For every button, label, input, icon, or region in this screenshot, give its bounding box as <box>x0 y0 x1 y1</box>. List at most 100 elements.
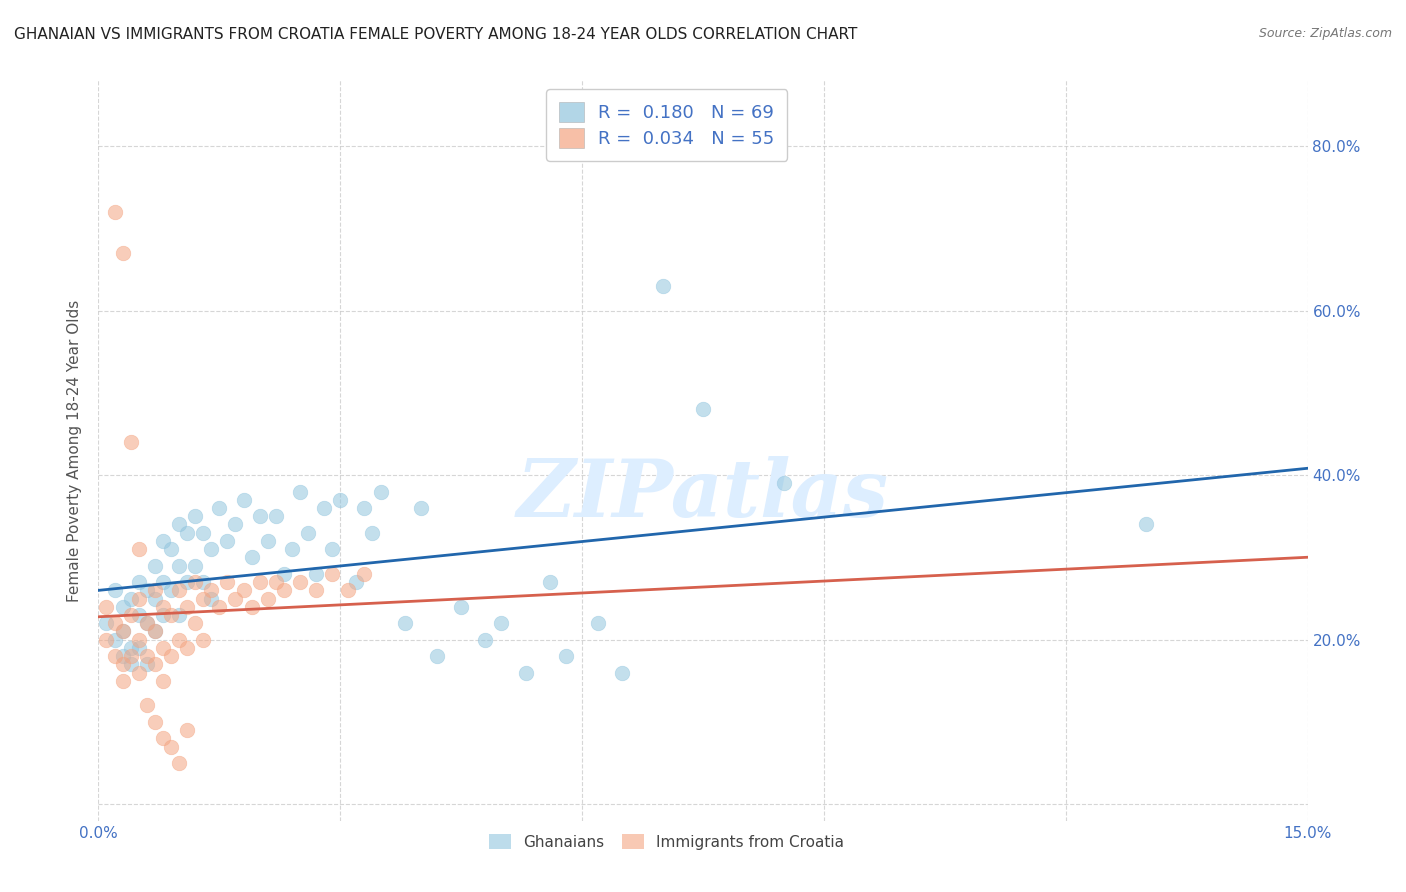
Point <box>111 673 134 688</box>
Point <box>224 591 246 606</box>
Point <box>135 616 157 631</box>
Point <box>321 542 343 557</box>
Point <box>128 665 150 680</box>
Y-axis label: Female Poverty Among 18-24 Year Olds: Female Poverty Among 18-24 Year Olds <box>67 300 83 601</box>
Point <box>200 542 222 557</box>
Point <box>152 533 174 548</box>
Point <box>264 575 287 590</box>
Point <box>167 632 190 647</box>
Point <box>184 616 207 631</box>
Point <box>515 665 537 680</box>
Point <box>103 205 125 219</box>
Point <box>314 501 336 516</box>
Point <box>143 624 166 639</box>
Point <box>103 616 125 631</box>
Point <box>152 731 174 746</box>
Point <box>167 756 190 770</box>
Point <box>555 649 578 664</box>
Point <box>184 575 207 590</box>
Point <box>128 640 150 655</box>
Point <box>143 714 166 729</box>
Point <box>184 558 207 573</box>
Point <box>692 402 714 417</box>
Point <box>152 640 174 655</box>
Point <box>288 575 311 590</box>
Point <box>184 509 207 524</box>
Point <box>135 616 157 631</box>
Point <box>538 575 561 590</box>
Point <box>167 583 190 598</box>
Point <box>160 649 183 664</box>
Point <box>135 583 157 598</box>
Point <box>128 542 150 557</box>
Point <box>111 649 134 664</box>
Point <box>176 575 198 590</box>
Point <box>120 607 142 622</box>
Point <box>176 525 198 540</box>
Point <box>120 640 142 655</box>
Point <box>143 583 166 598</box>
Text: Source: ZipAtlas.com: Source: ZipAtlas.com <box>1258 27 1392 40</box>
Point <box>120 657 142 672</box>
Point <box>160 739 183 754</box>
Point <box>152 607 174 622</box>
Point <box>160 607 183 622</box>
Point <box>111 246 134 260</box>
Point <box>1135 517 1157 532</box>
Point <box>128 591 150 606</box>
Text: ZIPatlas: ZIPatlas <box>517 456 889 533</box>
Point <box>111 624 134 639</box>
Point <box>143 657 166 672</box>
Point <box>337 583 360 598</box>
Point <box>193 591 215 606</box>
Point <box>103 649 125 664</box>
Point <box>344 575 367 590</box>
Point <box>128 607 150 622</box>
Point <box>152 575 174 590</box>
Point <box>143 624 166 639</box>
Point <box>128 632 150 647</box>
Point <box>249 575 271 590</box>
Point <box>491 616 513 631</box>
Point <box>353 566 375 581</box>
Point <box>193 525 215 540</box>
Point <box>128 575 150 590</box>
Point <box>200 591 222 606</box>
Point <box>103 632 125 647</box>
Legend: Ghanaians, Immigrants from Croatia: Ghanaians, Immigrants from Croatia <box>482 826 852 857</box>
Point <box>111 599 134 614</box>
Point <box>143 591 166 606</box>
Point <box>135 649 157 664</box>
Point <box>103 583 125 598</box>
Point <box>651 279 673 293</box>
Point <box>370 484 392 499</box>
Point <box>167 517 190 532</box>
Point <box>329 492 352 507</box>
Point <box>305 566 328 581</box>
Point <box>240 599 263 614</box>
Point <box>160 583 183 598</box>
Point <box>353 501 375 516</box>
Point <box>256 533 278 548</box>
Point <box>96 616 118 631</box>
Point <box>200 583 222 598</box>
Point <box>232 492 254 507</box>
Point <box>152 673 174 688</box>
Point <box>167 558 190 573</box>
Point <box>96 632 118 647</box>
Point <box>217 575 239 590</box>
Point <box>111 657 134 672</box>
Text: GHANAIAN VS IMMIGRANTS FROM CROATIA FEMALE POVERTY AMONG 18-24 YEAR OLDS CORRELA: GHANAIAN VS IMMIGRANTS FROM CROATIA FEMA… <box>14 27 858 42</box>
Point <box>450 599 472 614</box>
Point <box>321 566 343 581</box>
Point <box>273 583 295 598</box>
Point <box>249 509 271 524</box>
Point <box>217 533 239 548</box>
Point <box>120 649 142 664</box>
Point <box>193 632 215 647</box>
Point <box>240 550 263 565</box>
Point <box>273 566 295 581</box>
Point <box>160 542 183 557</box>
Point <box>232 583 254 598</box>
Point <box>409 501 432 516</box>
